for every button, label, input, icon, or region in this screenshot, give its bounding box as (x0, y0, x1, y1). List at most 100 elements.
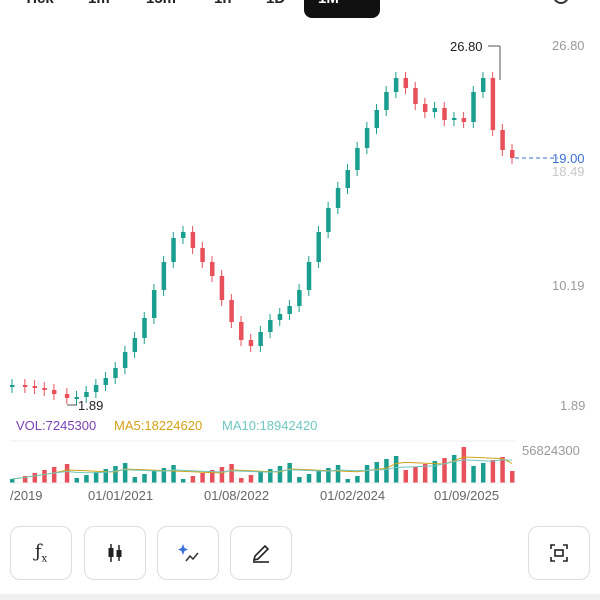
volume-bar (510, 471, 515, 483)
volume-bar (432, 461, 438, 483)
candlestick-button[interactable] (84, 526, 146, 580)
candle-body (422, 104, 428, 112)
volume-bar (490, 460, 496, 483)
candle-body (200, 248, 205, 262)
candle-body (210, 262, 215, 276)
candle-body (355, 148, 360, 170)
candle-body (442, 108, 447, 120)
high-price-label: 26.80 (450, 39, 483, 54)
tab-1h[interactable]: 1h (214, 0, 232, 18)
low-price-label: 1.89 (78, 398, 103, 413)
fullscreen-icon (550, 544, 568, 562)
date-tick: 01/08/2022 (204, 488, 269, 503)
tab-1m[interactable]: 1m (88, 0, 110, 18)
candle-body (384, 92, 389, 110)
candle-body (451, 118, 457, 120)
tab-15m[interactable]: 15m (146, 0, 176, 18)
gear-icon[interactable] (546, 0, 576, 16)
candlestick-icon (108, 544, 122, 562)
volume-bar (210, 470, 215, 483)
candle-body (132, 338, 138, 352)
ma10-line (11, 459, 513, 480)
volume-bar (64, 464, 70, 483)
date-tick: 01/01/2021 (88, 488, 153, 503)
draw-tool-button[interactable] (230, 526, 292, 580)
volume-bar (32, 473, 38, 483)
candle-body (74, 397, 80, 399)
ai-drawing-button[interactable] (157, 526, 219, 580)
candle-body (297, 290, 302, 306)
candle-body (326, 208, 331, 232)
candle-body (510, 150, 515, 158)
tab-1d[interactable]: 1D (266, 0, 285, 18)
candle-body (480, 78, 486, 92)
candle-body (22, 385, 28, 387)
candle-body (432, 108, 438, 112)
volume-bar (393, 456, 399, 483)
current-price-label: 19.00 (552, 151, 585, 166)
price-tick: 10.19 (552, 278, 585, 293)
candle-body (122, 352, 128, 368)
volume-bar (480, 463, 486, 483)
volume-bar (190, 476, 196, 483)
volume-bar (103, 469, 109, 483)
candle-body (103, 378, 109, 385)
ma10-label: MA10:18942420 (222, 418, 317, 433)
volume-bar (403, 470, 409, 483)
candlestick-series (10, 72, 515, 405)
volume-bar (316, 471, 321, 483)
candle-body (142, 318, 147, 338)
candle-body (161, 262, 167, 290)
date-tick: 01/02/2024 (320, 488, 385, 503)
tab-tick[interactable]: Tick (24, 0, 54, 18)
volume-bar (200, 473, 205, 483)
volume-bar (287, 463, 292, 483)
volume-bar (132, 477, 138, 483)
candle-body (316, 232, 321, 262)
volume-bar (219, 467, 225, 483)
candle-body (10, 385, 15, 387)
pencil-icon (252, 544, 270, 563)
candle-body (345, 170, 350, 188)
date-tick: /2019 (10, 488, 43, 503)
price-chart[interactable]: 26.80 1.89 19.00 26.80 18.49 10.19 1.89 … (0, 0, 600, 520)
candle-body (32, 386, 38, 388)
volume-bar (364, 465, 370, 483)
fullscreen-button[interactable] (528, 526, 590, 580)
sparkle-chart-icon (178, 544, 199, 562)
volume-bar (113, 466, 118, 483)
volume-bar (306, 474, 312, 483)
ma5-line (11, 456, 513, 480)
vol-max-label: 56824300 (522, 443, 580, 458)
tab-1M[interactable]: 1M (304, 0, 380, 18)
volume-bar (471, 466, 476, 483)
price-tick: 18.49 (552, 164, 585, 179)
volume-bar (171, 465, 176, 483)
candle-body (306, 262, 312, 290)
volume-bar (451, 455, 457, 483)
candle-body (268, 320, 273, 332)
candle-body (500, 130, 505, 150)
price-tick: 26.80 (552, 38, 585, 53)
volume-bar (22, 476, 28, 483)
volume-bar (51, 467, 57, 483)
fx-icon: ƒx (34, 541, 48, 565)
volume-bar (74, 478, 80, 483)
volume-bar (422, 464, 428, 483)
volume-bar (500, 457, 505, 483)
volume-bar (42, 470, 47, 483)
candle-body (239, 322, 244, 340)
candle-body (229, 300, 234, 322)
volume-bar (142, 474, 147, 483)
candle-body (364, 128, 370, 148)
candle-body (84, 392, 89, 397)
formula-button[interactable]: ƒx (10, 526, 72, 580)
volume-bar (122, 463, 128, 483)
vol-label: VOL:7245300 (16, 418, 96, 433)
candle-body (471, 92, 476, 122)
candle-body (64, 394, 70, 398)
candle-body (190, 232, 196, 248)
volume-bar (461, 447, 467, 483)
candle-body (490, 78, 496, 130)
volume-bar (151, 471, 157, 483)
